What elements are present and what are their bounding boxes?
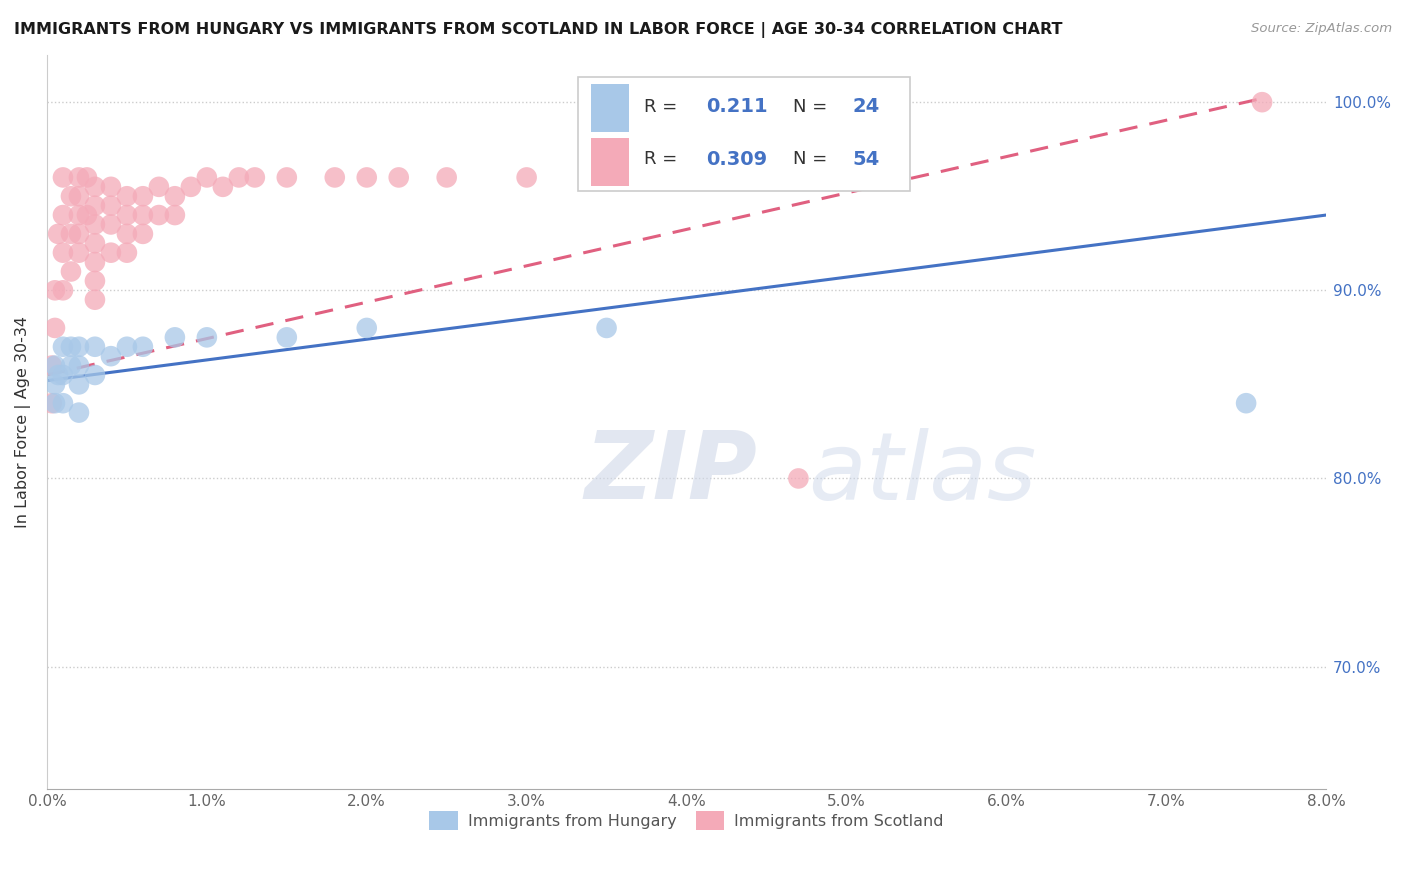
- Point: [41, 359, 63, 373]
- Point: [84, 293, 107, 307]
- Bar: [591, 85, 628, 132]
- Point: [195, 170, 218, 185]
- Point: [1234, 396, 1257, 410]
- Point: [67, 208, 90, 222]
- Point: [67, 170, 90, 185]
- Point: [115, 189, 138, 203]
- Point: [59, 359, 82, 373]
- Point: [132, 208, 155, 222]
- Point: [132, 189, 155, 203]
- Point: [100, 245, 122, 260]
- Point: [148, 179, 170, 194]
- Point: [163, 208, 186, 222]
- Point: [76, 208, 98, 222]
- Point: [115, 227, 138, 241]
- Point: [84, 255, 107, 269]
- Text: Source: ZipAtlas.com: Source: ZipAtlas.com: [1251, 22, 1392, 36]
- Text: 0.309: 0.309: [706, 150, 766, 169]
- Point: [163, 189, 186, 203]
- Point: [276, 330, 298, 344]
- Point: [52, 170, 75, 185]
- Point: [388, 170, 411, 185]
- Point: [323, 170, 346, 185]
- Point: [211, 179, 233, 194]
- Point: [100, 349, 122, 363]
- Point: [52, 245, 75, 260]
- Text: 0.211: 0.211: [706, 97, 768, 116]
- Point: [67, 245, 90, 260]
- Point: [46, 227, 69, 241]
- Point: [100, 199, 122, 213]
- Point: [356, 321, 378, 335]
- Text: 24: 24: [853, 97, 880, 116]
- Point: [84, 368, 107, 382]
- Point: [41, 396, 63, 410]
- Text: N =: N =: [793, 97, 832, 115]
- Point: [67, 406, 90, 420]
- Point: [52, 368, 75, 382]
- Point: [52, 283, 75, 297]
- Y-axis label: In Labor Force | Age 30-34: In Labor Force | Age 30-34: [15, 316, 31, 528]
- Point: [76, 170, 98, 185]
- Point: [516, 170, 538, 185]
- Point: [1251, 95, 1274, 110]
- Point: [67, 340, 90, 354]
- Point: [595, 321, 617, 335]
- Point: [84, 236, 107, 251]
- Point: [52, 208, 75, 222]
- Point: [84, 218, 107, 232]
- Text: atlas: atlas: [808, 428, 1036, 519]
- Bar: [591, 138, 628, 186]
- Point: [44, 283, 66, 297]
- Point: [787, 471, 810, 485]
- Point: [44, 359, 66, 373]
- Point: [148, 208, 170, 222]
- Point: [228, 170, 250, 185]
- Point: [52, 396, 75, 410]
- Point: [243, 170, 266, 185]
- Point: [84, 199, 107, 213]
- Text: R =: R =: [644, 151, 683, 169]
- Point: [67, 377, 90, 392]
- Point: [115, 245, 138, 260]
- Point: [115, 340, 138, 354]
- Point: [356, 170, 378, 185]
- Point: [436, 170, 458, 185]
- Point: [59, 227, 82, 241]
- Point: [195, 330, 218, 344]
- Point: [67, 227, 90, 241]
- Point: [84, 340, 107, 354]
- Point: [59, 264, 82, 278]
- Point: [163, 330, 186, 344]
- Text: R =: R =: [644, 97, 683, 115]
- Point: [44, 377, 66, 392]
- Point: [84, 179, 107, 194]
- Point: [115, 208, 138, 222]
- Point: [180, 179, 202, 194]
- FancyBboxPatch shape: [578, 77, 910, 191]
- Text: IMMIGRANTS FROM HUNGARY VS IMMIGRANTS FROM SCOTLAND IN LABOR FORCE | AGE 30-34 C: IMMIGRANTS FROM HUNGARY VS IMMIGRANTS FR…: [14, 22, 1063, 38]
- Point: [44, 321, 66, 335]
- Point: [276, 170, 298, 185]
- Text: ZIP: ZIP: [583, 427, 756, 519]
- Text: 54: 54: [853, 150, 880, 169]
- Point: [52, 340, 75, 354]
- Text: N =: N =: [793, 151, 832, 169]
- Point: [67, 189, 90, 203]
- Point: [46, 368, 69, 382]
- Point: [84, 274, 107, 288]
- Point: [59, 189, 82, 203]
- Point: [67, 359, 90, 373]
- Point: [132, 340, 155, 354]
- Point: [44, 396, 66, 410]
- Point: [100, 218, 122, 232]
- Point: [59, 340, 82, 354]
- Legend: Immigrants from Hungary, Immigrants from Scotland: Immigrants from Hungary, Immigrants from…: [423, 805, 950, 836]
- Point: [100, 179, 122, 194]
- Point: [132, 227, 155, 241]
